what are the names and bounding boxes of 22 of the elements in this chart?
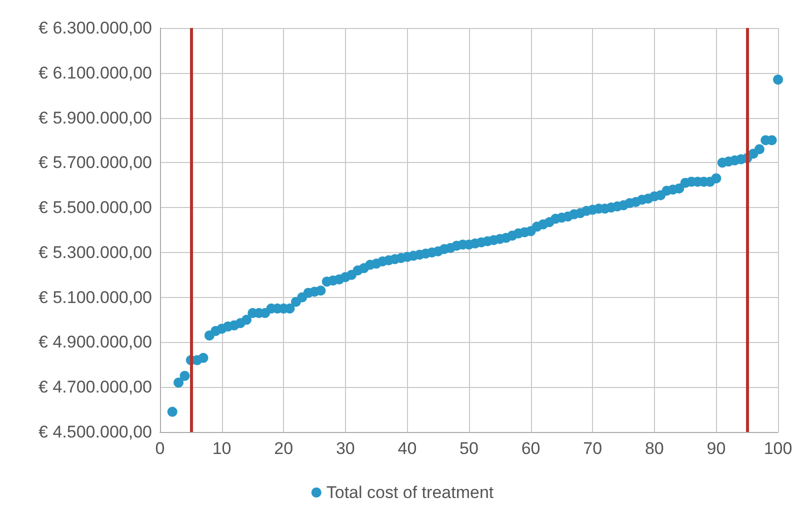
x-tick-label: 90 xyxy=(706,439,726,458)
legend-label: Total cost of treatment xyxy=(326,483,494,502)
x-tick-label: 40 xyxy=(398,439,417,458)
x-tick-label: 100 xyxy=(764,439,792,458)
x-tick-label: 50 xyxy=(460,439,478,458)
y-tick-label: € 5.900.000,00 xyxy=(38,108,152,128)
y-tick-label: € 5.300.000,00 xyxy=(38,242,152,262)
x-tick-label: 0 xyxy=(155,439,165,458)
y-tick-label: € 5.700.000,00 xyxy=(38,153,152,172)
x-tick-label: 20 xyxy=(274,439,294,458)
y-tick-label: € 4.500.000,00 xyxy=(38,422,152,442)
x-tick-label: 80 xyxy=(644,439,664,458)
x-tick-label: 60 xyxy=(521,439,540,458)
y-tick-label: € 4.900.000,00 xyxy=(38,332,152,352)
x-tick-label: 70 xyxy=(583,439,602,458)
y-tick-label: € 6.100.000,00 xyxy=(38,63,152,82)
y-tick-label: € 5.100.000,00 xyxy=(38,288,152,307)
x-tick-label: 30 xyxy=(336,439,355,458)
y-tick-label: € 5.500.000,00 xyxy=(38,198,152,218)
y-tick-label: € 4.700.000,00 xyxy=(38,378,152,397)
y-tick-label: € 6.300.000,00 xyxy=(38,18,152,38)
x-tick-label: 10 xyxy=(212,439,232,458)
